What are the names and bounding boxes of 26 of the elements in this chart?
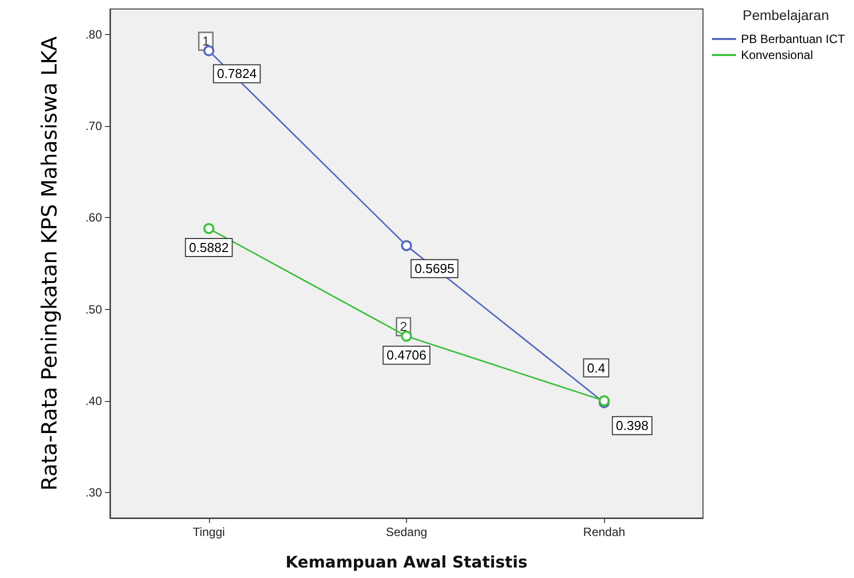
legend-label: PB Berbantuan ICT bbox=[740, 32, 846, 46]
y-tick-label: .30 bbox=[85, 485, 102, 500]
legend-label: Konvensional bbox=[740, 48, 814, 62]
annotation: 2 bbox=[400, 319, 408, 334]
y-tick-label: .60 bbox=[85, 210, 102, 225]
point bbox=[203, 223, 214, 234]
y-tick-label: .80 bbox=[85, 28, 102, 42]
legend-title: Pembelajaran bbox=[742, 7, 830, 23]
point bbox=[401, 240, 412, 252]
annotation: 1 bbox=[202, 34, 210, 49]
y-tick-label: .40 bbox=[85, 394, 102, 408]
data-label: 0.7824 bbox=[216, 66, 257, 82]
x-tick-label: Tinggi bbox=[192, 525, 225, 539]
y-axis-title: Rata-Rata Peningkatan KPS Mahasiswa LKA bbox=[38, 36, 62, 491]
x-tick-label: Sedang bbox=[386, 525, 428, 539]
data-label: 0.4 bbox=[587, 360, 606, 376]
y-tick-label: .50 bbox=[85, 302, 102, 316]
data-label: 0.398 bbox=[616, 418, 648, 434]
x-tick-label: Rendah bbox=[583, 525, 626, 539]
point bbox=[401, 330, 412, 342]
x-axis-title: Kemampuan Awal Statistis bbox=[285, 552, 528, 572]
data-label: 0.5882 bbox=[188, 240, 229, 256]
data-label: 0.5695 bbox=[414, 261, 454, 276]
data-label: 0.4706 bbox=[386, 348, 426, 363]
point bbox=[203, 45, 214, 56]
y-tick-label: .70 bbox=[85, 119, 102, 134]
